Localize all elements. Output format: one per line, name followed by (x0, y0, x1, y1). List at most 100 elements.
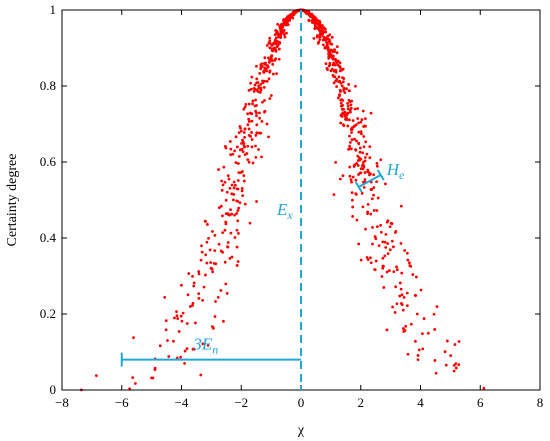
cloud-drop (454, 366, 458, 370)
cloud-drop (239, 129, 243, 133)
cloud-drop (401, 308, 405, 312)
cloud-drop (332, 54, 335, 58)
cloud-drop (230, 255, 234, 259)
cloud-drop (360, 118, 364, 121)
cloud-drop (192, 284, 196, 288)
cloud-drop (334, 161, 338, 164)
cloud-drop (236, 162, 240, 165)
cloud-drop (326, 45, 330, 49)
cloud-drop (385, 270, 389, 274)
cloud-drop (359, 130, 363, 134)
cloud-drop (211, 229, 214, 233)
cloud-drop (242, 107, 246, 111)
cloud-drop (368, 173, 371, 177)
cloud-drop (361, 163, 365, 166)
cloud-drop (405, 304, 409, 308)
cloud-drop (372, 193, 375, 197)
cloud-drop (408, 264, 412, 267)
cloud-drop (205, 240, 209, 244)
cloud-drop (373, 268, 377, 271)
cloud-drop (307, 18, 311, 22)
cloud-drop (186, 293, 190, 297)
cloud-drop (348, 165, 352, 169)
cloud-drop (349, 110, 352, 114)
cloud-drop (235, 245, 239, 249)
cloud-drop (403, 249, 406, 252)
cloud-drop (314, 18, 318, 22)
cloud-drop (346, 107, 350, 111)
cloud-drop (394, 231, 397, 234)
cloud-drop (175, 314, 179, 318)
cloud-drop (324, 30, 328, 34)
cloud-drop (254, 98, 257, 102)
cloud-drop (340, 98, 344, 102)
cloud-drop (445, 339, 449, 343)
cloud-drop (366, 168, 370, 172)
cloud-drop (235, 228, 239, 232)
cloud-drop (232, 180, 236, 184)
cloud-drop (382, 286, 386, 289)
cloud-drop (328, 33, 332, 37)
cloud-drop (406, 352, 410, 356)
cloud-drop (226, 241, 230, 244)
cloud-drop (191, 347, 195, 351)
cloud-drop (421, 347, 425, 351)
cloud-drop (258, 111, 261, 115)
cloud-drop (399, 287, 403, 291)
cloud-drop (395, 268, 399, 271)
cloud-drop (260, 119, 264, 123)
cloud-drop (385, 328, 389, 332)
cloud-drop (331, 73, 335, 77)
cloud-drop (408, 261, 411, 265)
cloud-drop (328, 51, 332, 55)
cloud-drop (321, 30, 324, 34)
y-tick-label: 1 (50, 2, 57, 17)
cloud-drop (237, 232, 240, 235)
cloud-drop (350, 198, 354, 202)
cloud-drop (453, 343, 457, 346)
cloud-drop (221, 231, 225, 234)
cloud-drop (349, 147, 353, 151)
cloud-drop (268, 69, 272, 73)
cloud-drop (259, 63, 263, 67)
cloud-drop (204, 253, 208, 257)
cloud-drop (243, 202, 247, 206)
cloud-drop (417, 348, 421, 352)
cloud-drop (191, 274, 194, 278)
cloud-drop (261, 100, 264, 104)
cloud-drop (357, 141, 361, 145)
cloud-drop (243, 135, 246, 139)
y-tick-label: 0.6 (40, 154, 57, 169)
he-label-sub: e (399, 168, 405, 182)
cloud-drop (347, 118, 351, 122)
cloud-drop (217, 242, 221, 246)
cloud-drop (153, 366, 157, 370)
cloud-drop (335, 45, 339, 49)
cloud-drop (206, 223, 209, 226)
cloud-drop (217, 206, 221, 210)
x-tick-label: 6 (477, 395, 484, 410)
cloud-drop (200, 244, 203, 248)
cloud-drop (247, 160, 251, 164)
cloud-drop (262, 85, 266, 89)
cloud-drop (365, 256, 369, 259)
cloud-drop (265, 79, 269, 83)
cloud-drop (384, 233, 388, 236)
cloud-drop (236, 209, 240, 212)
cloud-drop (363, 171, 367, 174)
en-label: 3En (192, 335, 218, 357)
cloud-drop (286, 23, 290, 27)
cloud-drop (354, 123, 358, 127)
cloud-drop (242, 142, 246, 145)
cloud-drop (369, 212, 373, 216)
cloud-drop (400, 302, 403, 305)
cloud-drop (222, 319, 225, 323)
cloud-drop (164, 319, 168, 323)
cloud-drop (391, 305, 394, 309)
cloud-drop (339, 121, 343, 125)
cloud-drop (248, 221, 252, 225)
cloud-drop (252, 86, 256, 90)
cloud-drop (240, 142, 243, 145)
cloud-drop (251, 161, 255, 165)
cloud-drop (223, 228, 227, 232)
